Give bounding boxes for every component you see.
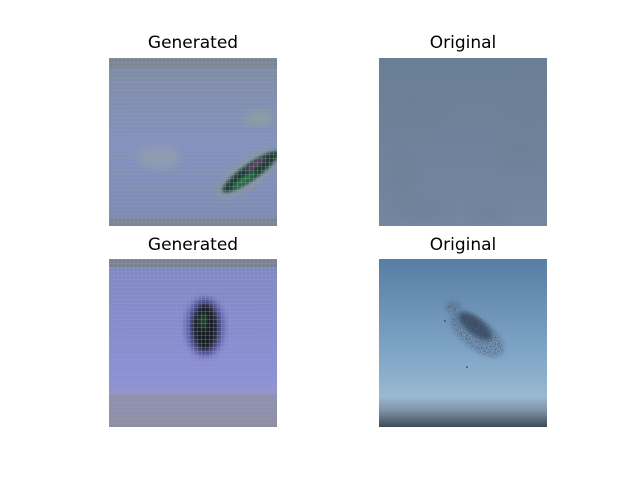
panel-title-generated-top: Generated <box>147 33 239 53</box>
generated-image-bottom <box>109 259 277 427</box>
original-image-top <box>379 58 547 226</box>
generated-image-top <box>109 58 277 226</box>
panel-title-original-bottom: Original <box>429 235 497 255</box>
original-image-bottom <box>379 259 547 427</box>
panel-title-generated-bottom: Generated <box>147 235 239 255</box>
panel-title-original-top: Original <box>429 33 497 53</box>
